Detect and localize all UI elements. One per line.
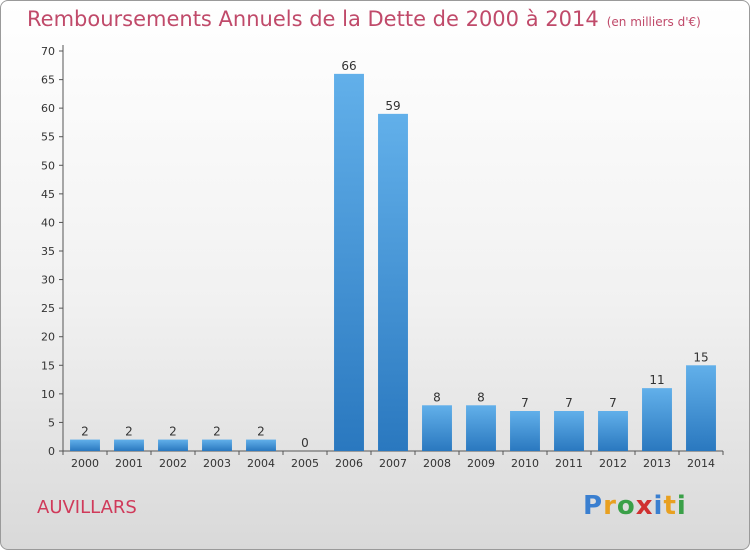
y-tick-label: 50 (41, 159, 55, 172)
logo-letter: P (583, 491, 604, 521)
x-tick-label: 2011 (555, 457, 583, 470)
bar (466, 405, 496, 451)
x-tick-label: 2013 (643, 457, 671, 470)
x-tick-label: 2003 (203, 457, 231, 470)
logo-letter: t (663, 491, 677, 521)
data-label: 59 (385, 99, 400, 113)
y-tick-label: 25 (41, 302, 55, 315)
x-tick-label: 2009 (467, 457, 495, 470)
data-label: 2 (257, 425, 265, 439)
data-label: 2 (125, 425, 133, 439)
x-tick-label: 2001 (115, 457, 143, 470)
chart-title-text: Remboursements Annuels de la Dette de 20… (27, 7, 599, 31)
data-label: 0 (301, 436, 309, 450)
data-label: 8 (433, 390, 441, 404)
data-label: 15 (693, 350, 708, 364)
x-tick-label: 2007 (379, 457, 407, 470)
bar (642, 388, 672, 451)
data-label: 7 (565, 396, 573, 410)
bar (422, 405, 452, 451)
data-label: 8 (477, 390, 485, 404)
chart-title: Remboursements Annuels de la Dette de 20… (27, 7, 701, 31)
bar (158, 439, 188, 451)
logo-letter: i (653, 491, 664, 521)
y-tick-label: 30 (41, 274, 55, 287)
x-tick-label: 2006 (335, 457, 363, 470)
y-tick-label: 55 (41, 131, 55, 144)
y-tick-label: 40 (41, 216, 55, 229)
x-tick-label: 2004 (247, 457, 275, 470)
bar (70, 439, 100, 451)
y-tick-label: 10 (41, 388, 55, 401)
bar (686, 365, 716, 451)
y-tick-label: 20 (41, 331, 55, 344)
logo-letter: o (616, 491, 636, 521)
x-tick-label: 2012 (599, 457, 627, 470)
x-tick-label: 2000 (71, 457, 99, 470)
bar (378, 113, 408, 451)
y-tick-label: 0 (48, 445, 55, 458)
chart-unit: (en milliers d'€) (606, 15, 701, 29)
y-tick-label: 60 (41, 102, 55, 115)
logo-letter: x (635, 491, 654, 521)
proxiti-logo: Proxiti (583, 491, 687, 521)
x-tick-label: 2010 (511, 457, 539, 470)
bar (598, 411, 628, 451)
y-tick-label: 5 (48, 416, 55, 429)
data-label: 66 (341, 59, 356, 73)
bar (114, 439, 144, 451)
data-label: 7 (521, 396, 529, 410)
y-tick-label: 70 (41, 45, 55, 58)
bar (202, 439, 232, 451)
logo-letter: i (676, 491, 687, 521)
y-tick-label: 35 (41, 245, 55, 258)
data-label: 11 (649, 373, 664, 387)
bar (246, 439, 276, 451)
y-tick-label: 15 (41, 359, 55, 372)
bar (510, 411, 540, 451)
x-tick-label: 2002 (159, 457, 187, 470)
data-label: 2 (169, 425, 177, 439)
x-tick-label: 2014 (687, 457, 715, 470)
y-tick-label: 45 (41, 188, 55, 201)
data-label: 2 (213, 425, 221, 439)
bar (334, 73, 364, 451)
data-label: 7 (609, 396, 617, 410)
x-tick-label: 2008 (423, 457, 451, 470)
y-tick-label: 65 (41, 74, 55, 87)
x-tick-label: 2005 (291, 457, 319, 470)
bar (554, 411, 584, 451)
city-name: AUVILLARS (37, 497, 137, 518)
logo-letter: r (603, 491, 617, 521)
data-label: 2 (81, 425, 89, 439)
